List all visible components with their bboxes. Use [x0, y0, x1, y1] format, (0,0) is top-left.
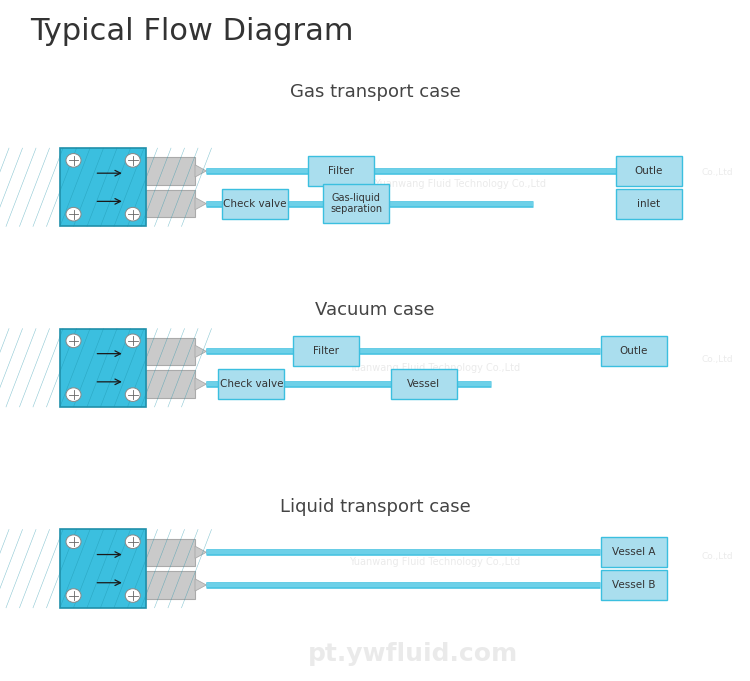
- Circle shape: [66, 208, 81, 221]
- Text: Changsha Yuanwang Fluid Technology Co.,Ltd: Changsha Yuanwang Fluid Technology Co.,L…: [323, 179, 547, 189]
- Polygon shape: [195, 546, 206, 558]
- Bar: [146, 157, 195, 185]
- Text: Yuanwang Fluid Technology Co.,Ltd: Yuanwang Fluid Technology Co.,Ltd: [350, 363, 520, 373]
- Text: Co.,Ltd: Co.,Ltd: [701, 552, 733, 561]
- Bar: [60, 329, 146, 407]
- Bar: [146, 539, 195, 566]
- FancyBboxPatch shape: [391, 369, 457, 399]
- Circle shape: [66, 535, 81, 549]
- Polygon shape: [195, 345, 206, 358]
- Text: Gas-liquid
separation: Gas-liquid separation: [330, 193, 382, 215]
- Circle shape: [66, 388, 81, 402]
- FancyBboxPatch shape: [616, 156, 682, 186]
- Polygon shape: [195, 165, 206, 177]
- Text: Co.,Ltd: Co.,Ltd: [701, 355, 733, 364]
- Text: Filter: Filter: [314, 347, 339, 356]
- Circle shape: [66, 334, 81, 347]
- FancyBboxPatch shape: [323, 184, 389, 223]
- Polygon shape: [195, 378, 206, 390]
- Text: Outle: Outle: [634, 166, 663, 176]
- FancyBboxPatch shape: [601, 336, 667, 366]
- Bar: [146, 571, 195, 599]
- Text: Vessel: Vessel: [407, 379, 440, 389]
- FancyBboxPatch shape: [293, 336, 359, 366]
- FancyBboxPatch shape: [222, 189, 288, 219]
- Text: Vacuum case: Vacuum case: [315, 301, 435, 319]
- Circle shape: [125, 154, 140, 167]
- Polygon shape: [195, 197, 206, 210]
- Circle shape: [66, 154, 81, 167]
- Circle shape: [125, 588, 140, 602]
- Bar: [60, 148, 146, 226]
- Text: Liquid transport case: Liquid transport case: [280, 498, 470, 516]
- Text: pt.ywfluid.com: pt.ywfluid.com: [308, 642, 518, 666]
- Circle shape: [66, 588, 81, 602]
- Text: inlet: inlet: [638, 199, 660, 208]
- Circle shape: [125, 535, 140, 549]
- FancyBboxPatch shape: [218, 369, 284, 399]
- Text: Typical Flow Diagram: Typical Flow Diagram: [30, 17, 353, 46]
- Text: Filter: Filter: [328, 166, 354, 176]
- Bar: [146, 338, 195, 365]
- Text: Yuanwang Fluid Technology Co.,Ltd: Yuanwang Fluid Technology Co.,Ltd: [350, 557, 520, 567]
- Text: Check valve: Check valve: [220, 379, 283, 389]
- Polygon shape: [195, 579, 206, 591]
- Text: Gas transport case: Gas transport case: [290, 83, 460, 101]
- Text: Outle: Outle: [620, 347, 648, 356]
- FancyBboxPatch shape: [616, 189, 682, 219]
- Text: Vessel B: Vessel B: [612, 580, 656, 590]
- Circle shape: [125, 388, 140, 402]
- FancyBboxPatch shape: [601, 537, 667, 567]
- Circle shape: [125, 334, 140, 347]
- FancyBboxPatch shape: [601, 570, 667, 600]
- Circle shape: [125, 208, 140, 221]
- Text: Vessel A: Vessel A: [612, 548, 656, 557]
- Bar: [146, 370, 195, 398]
- Text: Co.,Ltd: Co.,Ltd: [701, 168, 733, 178]
- Bar: [60, 530, 146, 607]
- Bar: [146, 190, 195, 217]
- FancyBboxPatch shape: [308, 156, 374, 186]
- Text: Check valve: Check valve: [224, 199, 286, 208]
